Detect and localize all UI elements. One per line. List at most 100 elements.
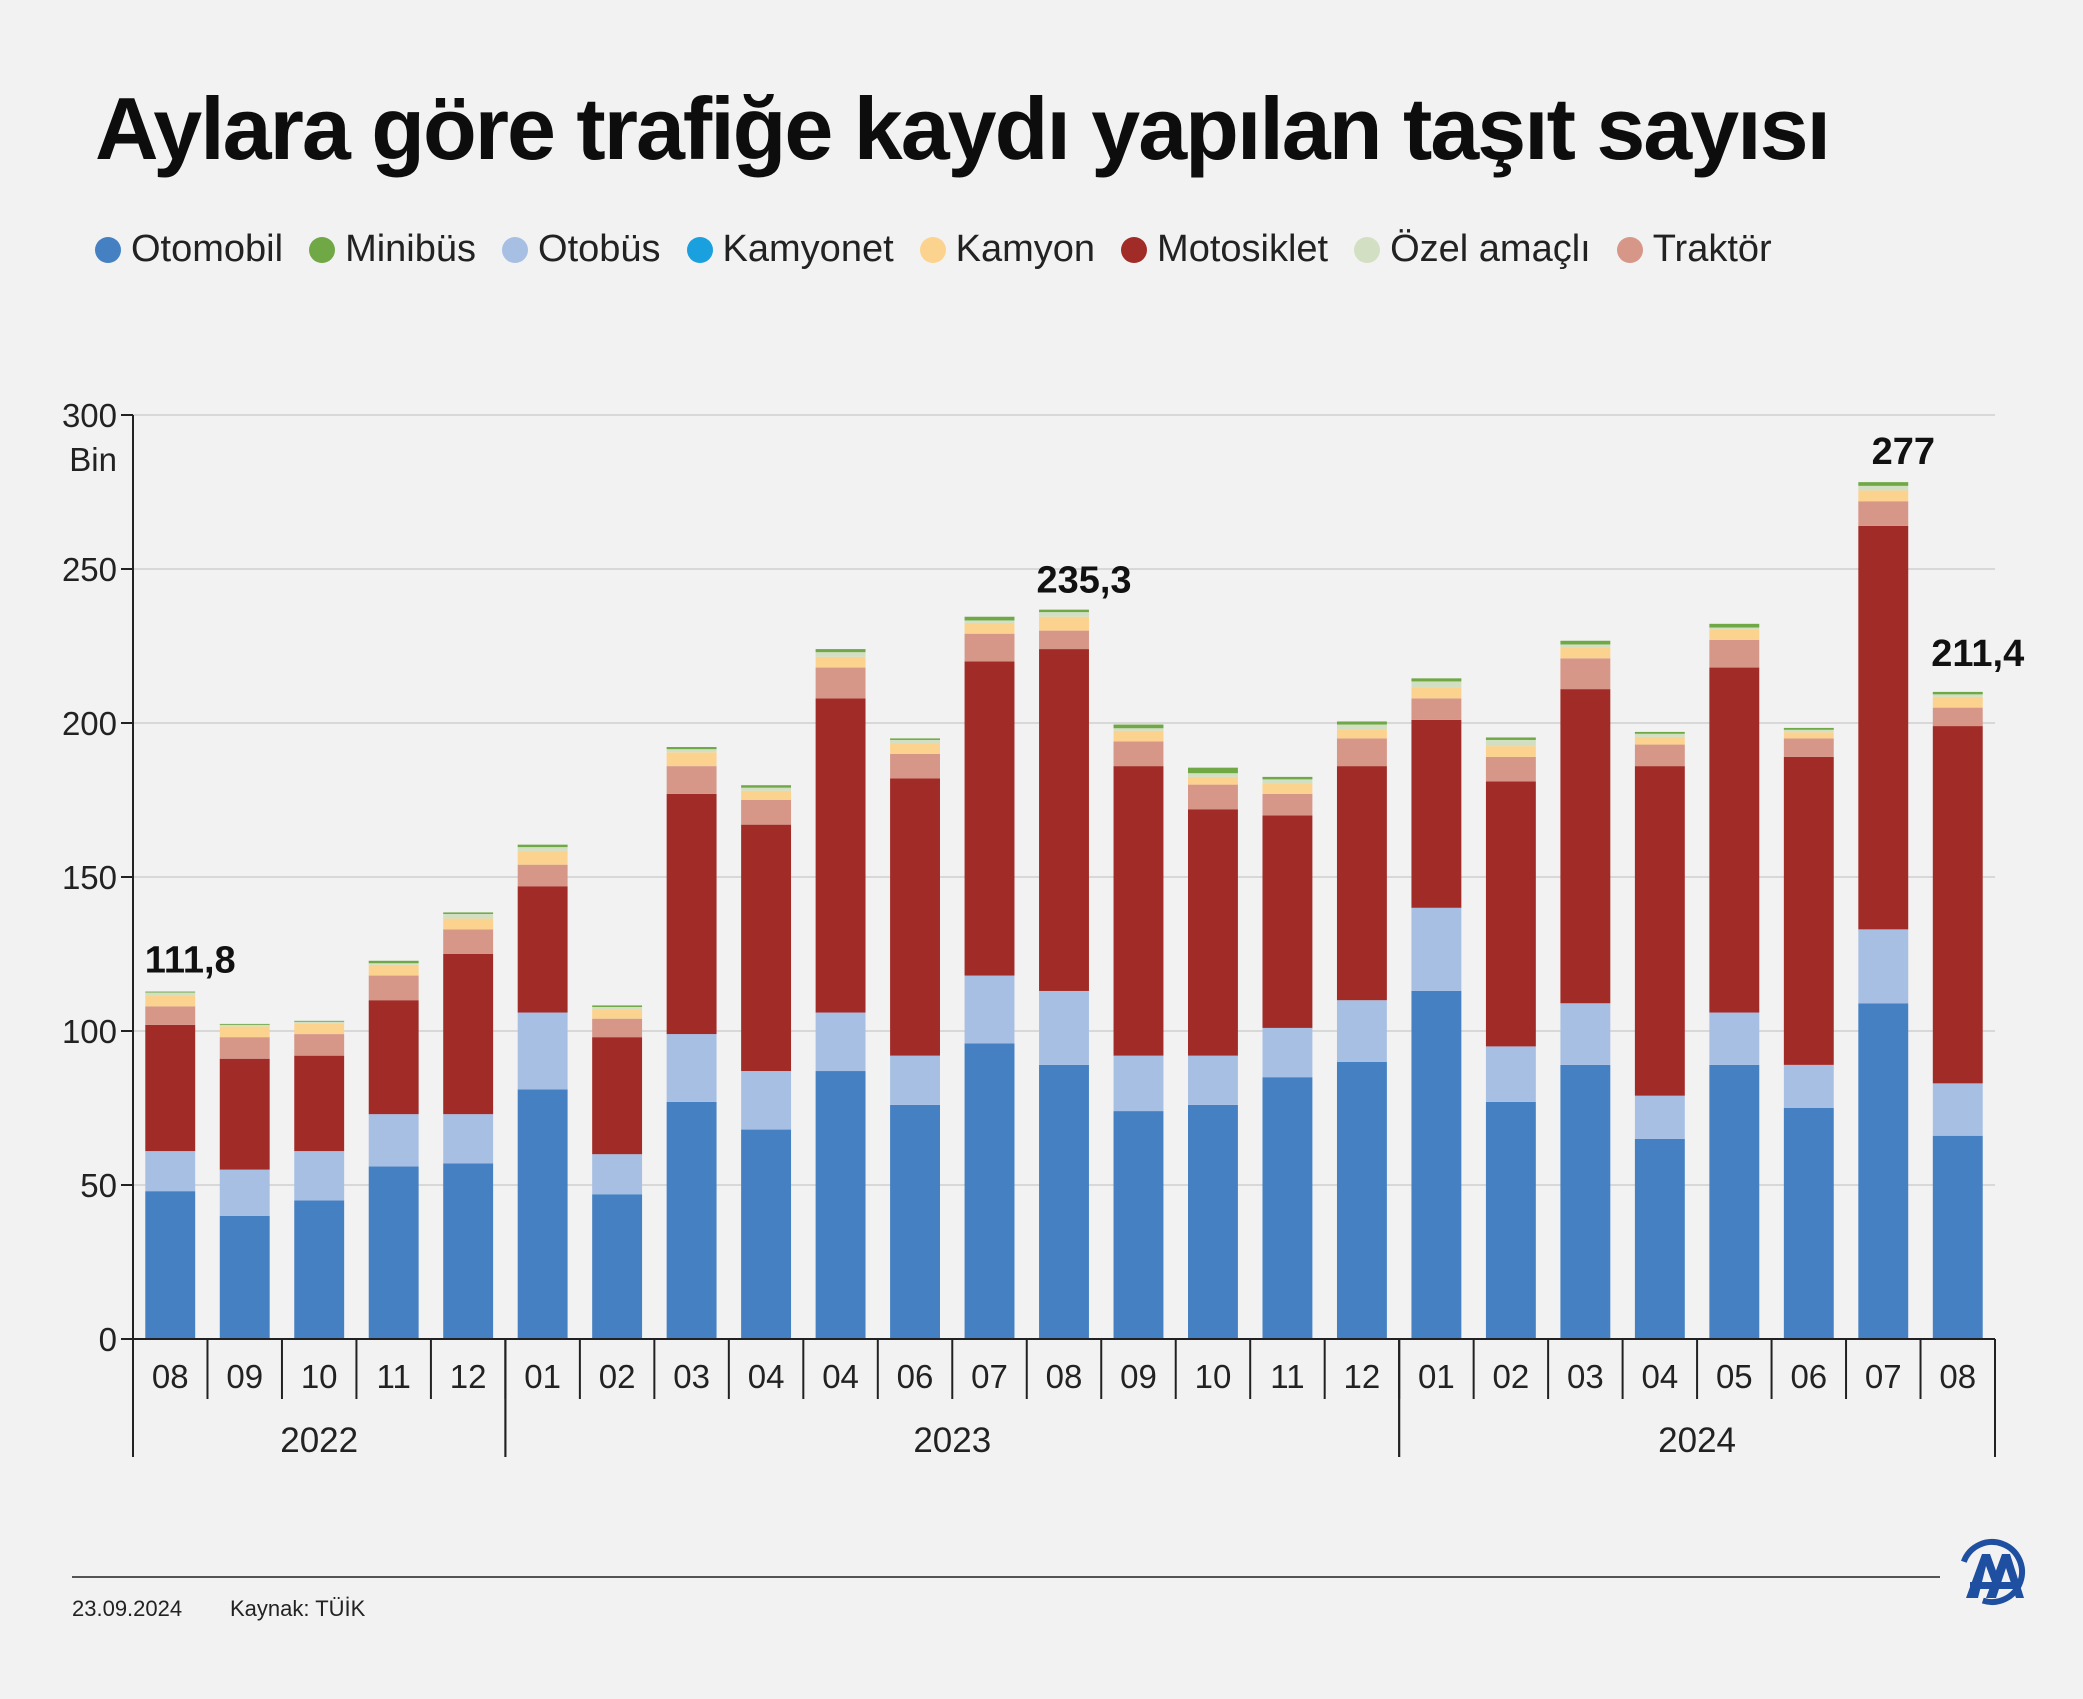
bar-segment [1113, 730, 1164, 742]
legend-item: Kamyon [919, 228, 1096, 271]
y-tick-label: 100 [62, 1013, 117, 1050]
bar-segment [815, 656, 866, 668]
x-tick-label: 04 [1641, 1358, 1678, 1395]
bar-segment [1932, 691, 1983, 695]
x-tick-label: 02 [1493, 1358, 1530, 1395]
bar-segment [1858, 525, 1909, 930]
page-title: Aylara göre trafiğe kaydı yapılan taşıt … [95, 79, 1831, 178]
y-tick-label: 200 [62, 705, 117, 742]
legend-swatch [1121, 236, 1148, 263]
bar-segment [1411, 687, 1462, 699]
bar-segment [443, 913, 494, 919]
bar-segment [890, 743, 940, 754]
bar-segment [815, 1012, 866, 1072]
bar-segment [815, 1071, 866, 1339]
bar-segment [592, 1009, 643, 1019]
total-label: 235,3 [1036, 559, 1131, 601]
bar-segment [443, 929, 494, 954]
legend-label: Özel amaçlı [1390, 228, 1591, 270]
legend-swatch [95, 236, 121, 263]
bar-segment [294, 1034, 345, 1056]
bar-segment [294, 1200, 345, 1339]
y-tick-label: 150 [62, 859, 117, 896]
legend-item: Özel amaçlı [1354, 228, 1591, 271]
year-label: 2024 [1658, 1421, 1736, 1460]
bar-segment [1188, 784, 1238, 810]
legend-swatch [686, 236, 713, 263]
legend-label: Otobüs [538, 228, 661, 270]
bar-segment [890, 753, 940, 779]
bar-segment [890, 1055, 940, 1105]
bar-segment [219, 1037, 270, 1059]
bar-segment [1336, 724, 1387, 730]
bar-segment [219, 1058, 270, 1170]
x-tick-label: 10 [301, 1358, 338, 1395]
x-tick-label: 07 [971, 1358, 1008, 1395]
bar-segment [517, 850, 568, 865]
footer-source: Kaynak: TÜİK [230, 1596, 366, 1621]
x-tick-label: 02 [599, 1358, 636, 1395]
bar-segment [1634, 731, 1685, 734]
bar-segment [666, 749, 717, 753]
bar-segment [890, 1104, 940, 1339]
bar-segment [964, 975, 1015, 1044]
bar-segment [1113, 1055, 1164, 1112]
bar-segment [1039, 649, 1089, 991]
bar-segment [1858, 482, 1909, 486]
x-tick-label: 06 [897, 1358, 934, 1395]
bar-segment [1262, 776, 1313, 780]
bar-segment [1634, 733, 1685, 737]
bar-segment [1634, 1095, 1685, 1139]
legend-item: Otobüs [502, 228, 661, 271]
bar-segment [964, 633, 1015, 662]
bar-segment [741, 787, 792, 791]
bar-segment [368, 1166, 419, 1339]
bar-segment [1560, 647, 1611, 659]
bar-segment [1262, 1077, 1313, 1339]
legend-swatch [1354, 236, 1381, 263]
bar-segment [294, 1021, 345, 1024]
bar-segment [741, 785, 792, 788]
bar-segment [1709, 667, 1760, 1013]
bar-segment [1336, 1000, 1387, 1062]
bar-segment [1039, 609, 1089, 613]
bar-segment [1262, 815, 1313, 1028]
bar-segment [741, 1129, 792, 1339]
legend-label: Kamyon [955, 228, 1096, 270]
bar-segment [368, 960, 419, 964]
bar-segment [145, 995, 196, 1007]
bar-segment [1188, 767, 1238, 774]
bar-segment [964, 622, 1015, 634]
bar-segment [1262, 779, 1313, 784]
bar-segment [368, 963, 419, 965]
bar-segment [1188, 809, 1238, 1056]
bar-segment [1039, 1064, 1089, 1339]
y-tick-label: 250 [62, 551, 117, 588]
bar-segment [1411, 990, 1462, 1339]
bar-segment [1709, 1012, 1760, 1065]
bar-segment [1560, 1064, 1611, 1339]
bar-segment [1709, 627, 1760, 630]
total-label: 211,4 [1931, 633, 2024, 675]
bar-segment [1560, 644, 1611, 648]
bar-segment [1709, 1064, 1760, 1339]
bar-segment [219, 1026, 270, 1038]
bar-segment [1858, 485, 1909, 491]
bar-segment [294, 1151, 345, 1201]
bar-segment [145, 991, 196, 993]
bar-segment [1188, 1055, 1238, 1105]
bar-segment [219, 1023, 270, 1025]
bar-segment [1783, 732, 1834, 739]
bar-segment [1411, 698, 1462, 720]
bar-segment [1336, 738, 1387, 767]
bar-segment [1485, 756, 1536, 782]
bar-segment [666, 752, 717, 767]
bar-segment [1560, 658, 1611, 690]
footer-date: 23.09.2024 [72, 1596, 183, 1621]
bar-segment [145, 992, 196, 996]
x-tick-label: 08 [1939, 1358, 1976, 1395]
bar-segment [1858, 501, 1909, 526]
x-tick-label: 12 [450, 1358, 487, 1395]
bar-segment [1783, 727, 1834, 730]
bar-segment [1113, 1111, 1164, 1339]
